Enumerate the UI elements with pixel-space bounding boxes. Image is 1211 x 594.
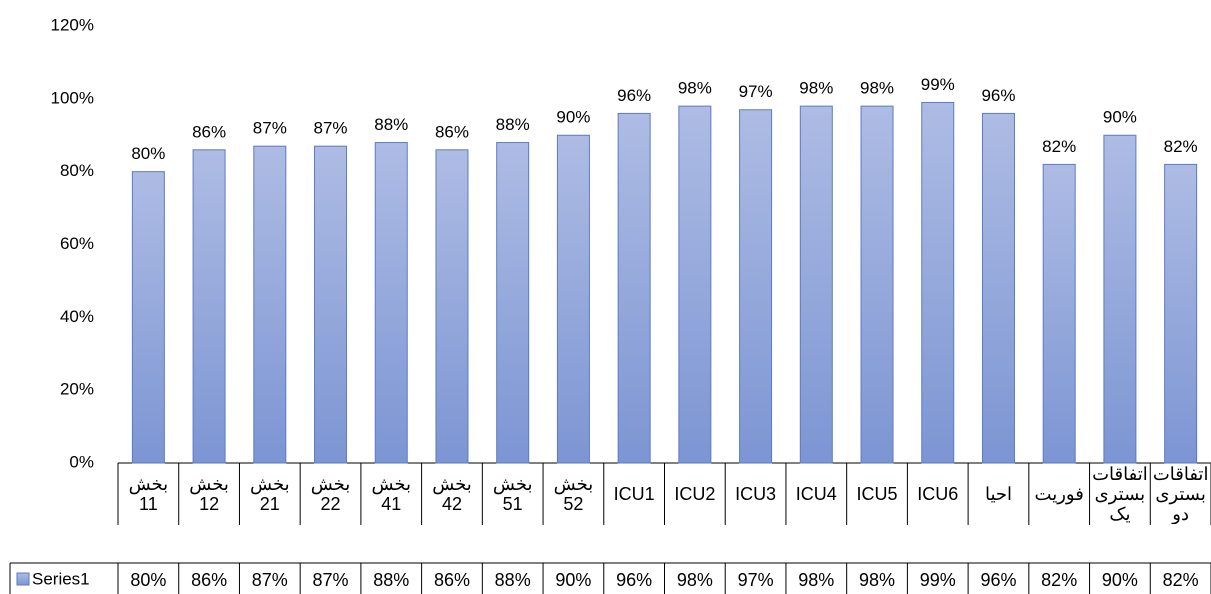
- x-tick-label: ICU2: [674, 484, 716, 504]
- table-value: 98%: [676, 570, 713, 590]
- bar: [1042, 163, 1076, 464]
- data-label: 98%: [678, 79, 712, 98]
- bar: [921, 101, 955, 464]
- data-label: 88%: [496, 115, 530, 134]
- data-label: 86%: [192, 122, 226, 141]
- table-value: 88%: [494, 570, 531, 590]
- x-tick-label: اتفاقات بستری دو: [1152, 464, 1209, 524]
- data-label: 98%: [860, 79, 894, 98]
- data-label: 97%: [739, 82, 773, 101]
- table-value: 86%: [433, 570, 470, 590]
- bar: [556, 134, 590, 464]
- data-label: 82%: [1042, 137, 1076, 156]
- legend-swatch: [16, 572, 30, 586]
- bar: [496, 142, 530, 464]
- y-tick-label: 0%: [69, 452, 94, 471]
- table-value: 88%: [373, 570, 410, 590]
- table-value: 86%: [191, 570, 228, 590]
- x-tick-label: ICU4: [795, 484, 837, 504]
- data-label: 80%: [131, 144, 165, 163]
- bar: [192, 149, 226, 464]
- bar: [253, 145, 287, 464]
- x-tick-label: بخش 11: [128, 474, 169, 514]
- x-tick-label: بخش 42: [432, 474, 472, 514]
- data-label: 99%: [921, 75, 955, 94]
- x-tick-label: بخش 21: [250, 474, 290, 514]
- table-value: 90%: [555, 570, 592, 590]
- bar: [1164, 163, 1198, 464]
- legend-label: Series1: [32, 569, 90, 588]
- table-value: 96%: [980, 570, 1017, 590]
- table-value: 98%: [859, 570, 896, 590]
- x-tick-label: ICU6: [917, 484, 959, 504]
- bar: [1103, 134, 1137, 464]
- y-tick-label: 60%: [60, 234, 94, 253]
- table-value: 98%: [798, 570, 835, 590]
- table-value: 96%: [616, 570, 653, 590]
- table-value: 82%: [1041, 570, 1078, 590]
- data-label: 87%: [253, 119, 287, 138]
- data-label: 96%: [617, 86, 651, 105]
- table-value: 82%: [1162, 570, 1199, 590]
- bar: [374, 142, 408, 464]
- data-label: 82%: [1164, 137, 1198, 156]
- y-tick-label: 20%: [60, 380, 94, 399]
- data-label: 98%: [799, 79, 833, 98]
- data-label: 87%: [314, 119, 348, 138]
- data-label: 88%: [374, 115, 408, 134]
- data-label: 90%: [556, 108, 590, 127]
- x-tick-label: فوریت: [1034, 484, 1084, 504]
- x-tick-label: اتفاقات بستری یک: [1092, 464, 1148, 524]
- bar: [739, 109, 773, 464]
- bar: [617, 112, 651, 464]
- table-value: 97%: [737, 570, 774, 590]
- x-tick-label: بخش 22: [310, 474, 351, 514]
- table-value: 80%: [130, 570, 167, 590]
- y-tick-label: 120%: [51, 15, 94, 34]
- bar: [131, 171, 165, 464]
- table-value: 87%: [312, 570, 349, 590]
- x-tick-label: بخش 41: [371, 474, 412, 514]
- bar: [678, 105, 712, 464]
- y-tick-label: 100%: [51, 88, 94, 107]
- bar: [314, 145, 348, 464]
- x-tick-label: بخش 51: [492, 474, 533, 514]
- x-tick-label: ICU5: [856, 484, 898, 504]
- x-tick-label: ICU3: [735, 484, 777, 504]
- y-tick-label: 40%: [60, 307, 94, 326]
- table-value: 90%: [1101, 570, 1138, 590]
- x-tick-label: بخش 12: [189, 474, 229, 514]
- bar: [981, 112, 1015, 464]
- bar: [435, 149, 469, 464]
- data-label: 90%: [1103, 108, 1137, 127]
- x-tick-label: ICU1: [613, 484, 655, 504]
- table-value: 87%: [251, 570, 288, 590]
- data-label: 86%: [435, 122, 469, 141]
- bar: [799, 105, 833, 464]
- bar: [860, 105, 894, 464]
- x-tick-label: بخش 52: [553, 474, 594, 514]
- y-tick-label: 80%: [60, 161, 94, 180]
- data-label: 96%: [981, 86, 1015, 105]
- table-value: 99%: [919, 570, 956, 590]
- x-tick-label: احیا: [984, 484, 1012, 504]
